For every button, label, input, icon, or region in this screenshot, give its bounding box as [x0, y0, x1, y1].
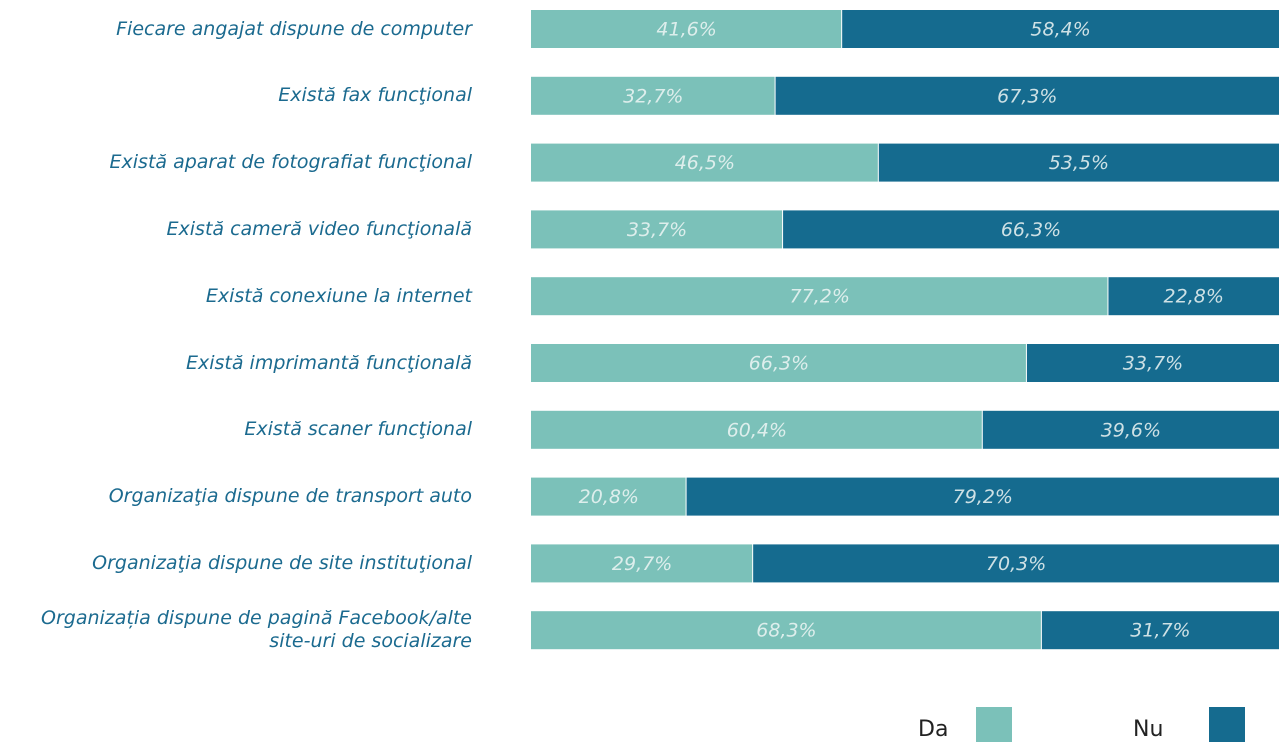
value-label: 70,3% [986, 553, 1046, 575]
value-label: 46,5% [675, 152, 735, 174]
value-label: 67,3% [997, 85, 1057, 107]
bar-segment [686, 477, 1279, 516]
bar-segment [531, 410, 982, 449]
value-label: 22,8% [1164, 286, 1224, 308]
value-label: 29,7% [612, 553, 672, 575]
bar-segment [878, 143, 1279, 182]
bar-segment [1108, 277, 1279, 316]
category-label: Există imprimantă funcţională [185, 351, 472, 374]
category-label: Organizaţia dispune de site instituţiona… [92, 551, 472, 574]
bar-segment [753, 544, 1279, 583]
legend-swatch [976, 707, 1012, 742]
bar-segment [775, 76, 1279, 115]
bar-segment [982, 410, 1279, 449]
bar-segment [531, 76, 775, 115]
value-label: 58,4% [1030, 19, 1090, 41]
value-label: 68,3% [756, 620, 816, 642]
bar-segment [842, 10, 1279, 48]
bar-segment [531, 477, 686, 516]
value-label: 32,7% [623, 85, 683, 107]
value-label: 77,2% [790, 286, 850, 308]
category-label: Există cameră video funcţională [166, 217, 472, 240]
category-label: Există conexiune la internet [205, 284, 472, 307]
category-label: Există fax funcţional [278, 84, 472, 107]
bar-segment [531, 143, 878, 182]
category-label: Fiecare angajat dispune de computer [116, 17, 472, 40]
category-label: Organizația dispune de pagină Facebook/a… [41, 607, 472, 653]
bar-segment [1041, 611, 1279, 650]
bar-segment [531, 277, 1108, 316]
category-label: Există scaner funcţional [244, 418, 472, 441]
value-label: 79,2% [953, 486, 1013, 508]
legend-label: Da [918, 717, 948, 742]
bar-segment [531, 611, 1041, 650]
value-label: 41,6% [656, 19, 716, 41]
value-label: 66,3% [1001, 219, 1061, 241]
legend-label: Nu [1133, 717, 1163, 742]
category-label: Există aparat de fotografiat funcţional [109, 151, 472, 174]
category-label: Organizaţia dispune de transport auto [108, 485, 472, 508]
bar-segment [1026, 344, 1279, 382]
bar-segment [531, 544, 753, 583]
bar-segment [531, 344, 1026, 382]
value-label: 60,4% [727, 419, 787, 441]
bar-segment [531, 210, 783, 249]
value-label: 53,5% [1049, 152, 1109, 174]
bar-segment [783, 210, 1279, 249]
legend-swatch [1209, 707, 1245, 742]
value-label: 66,3% [749, 353, 809, 375]
value-label: 33,7% [1123, 353, 1183, 375]
bar-segment [531, 10, 842, 48]
value-label: 39,6% [1101, 419, 1161, 441]
value-label: 31,7% [1130, 620, 1190, 642]
value-label: 33,7% [627, 219, 687, 241]
value-label: 20,8% [579, 486, 639, 508]
